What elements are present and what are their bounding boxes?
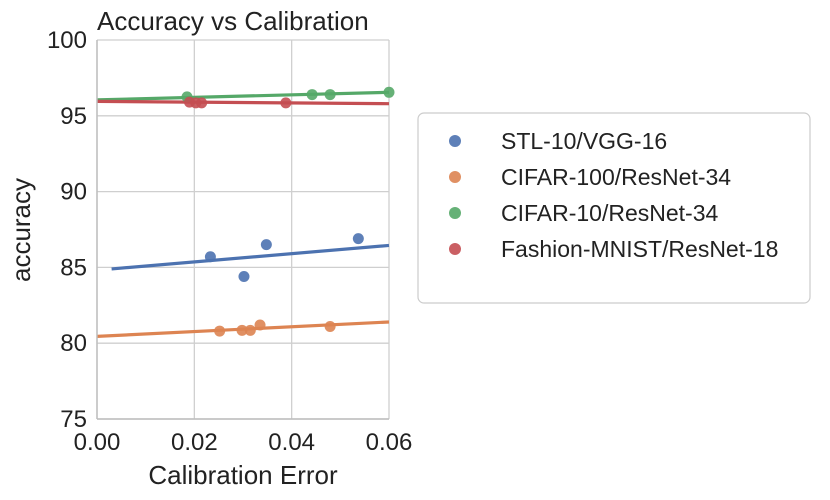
x-axis-ticks: 0.00 0.02 0.04 0.06 [74, 429, 413, 456]
point-series-2 [324, 321, 336, 333]
legend-label: Fashion-MNIST/ResNet-18 [501, 236, 778, 262]
y-tick-label: 85 [60, 254, 87, 281]
x-tick-label: 0.04 [268, 429, 315, 456]
legend-item: Fashion-MNIST/ResNet-18 [449, 236, 778, 262]
point-series-4 [280, 97, 292, 109]
y-tick-label: 100 [47, 27, 87, 54]
point-series-3 [383, 86, 395, 98]
point-series-2 [214, 325, 226, 337]
data-points [181, 86, 395, 337]
y-tick-label: 80 [60, 330, 87, 357]
axes-frame [96, 40, 389, 420]
fit-line-series-4 [96, 99, 390, 106]
fit-line-series-3 [96, 90, 390, 102]
legend-label: STL-10/VGG-16 [501, 128, 667, 154]
legend-label: CIFAR-100/ResNet-34 [501, 164, 731, 190]
y-tick-label: 90 [60, 179, 87, 206]
x-tick-label: 0.06 [366, 429, 413, 456]
legend-box [417, 112, 811, 304]
legend: STL-10/VGG-16 CIFAR-100/ResNet-34 CIFAR-10… [417, 112, 811, 304]
x-tick-label: 0.00 [74, 429, 121, 456]
fit-line-series-1 [111, 243, 390, 271]
y-axis-title: accuracy [6, 178, 36, 282]
x-tick-label: 0.02 [171, 429, 218, 456]
point-series-2 [254, 319, 266, 331]
y-tick-label: 75 [60, 406, 87, 433]
point-series-2 [236, 324, 248, 336]
point-series-1 [352, 233, 364, 245]
legend-label: CIFAR-10/ResNet-34 [501, 200, 719, 226]
point-series-1 [260, 239, 272, 251]
point-series-2 [244, 324, 256, 336]
legend-marker [449, 243, 461, 255]
legend-marker [449, 207, 461, 219]
point-series-3 [306, 89, 318, 101]
legend-marker [449, 171, 461, 183]
y-tick-label: 95 [60, 103, 87, 130]
legend-item: CIFAR-10/ResNet-34 [449, 200, 719, 226]
chart-title: Accuracy vs Calibration [97, 6, 369, 36]
legend-item: CIFAR-100/ResNet-34 [449, 164, 731, 190]
legend-item: STL-10/VGG-16 [449, 128, 667, 154]
point-series-4 [196, 97, 208, 109]
y-axis-ticks: 75 80 85 90 95 100 [47, 27, 87, 433]
point-series-1 [238, 270, 250, 282]
legend-marker [449, 135, 461, 147]
x-axis-title: Calibration Error [148, 460, 338, 490]
point-series-1 [204, 251, 216, 263]
point-series-3 [324, 89, 336, 101]
